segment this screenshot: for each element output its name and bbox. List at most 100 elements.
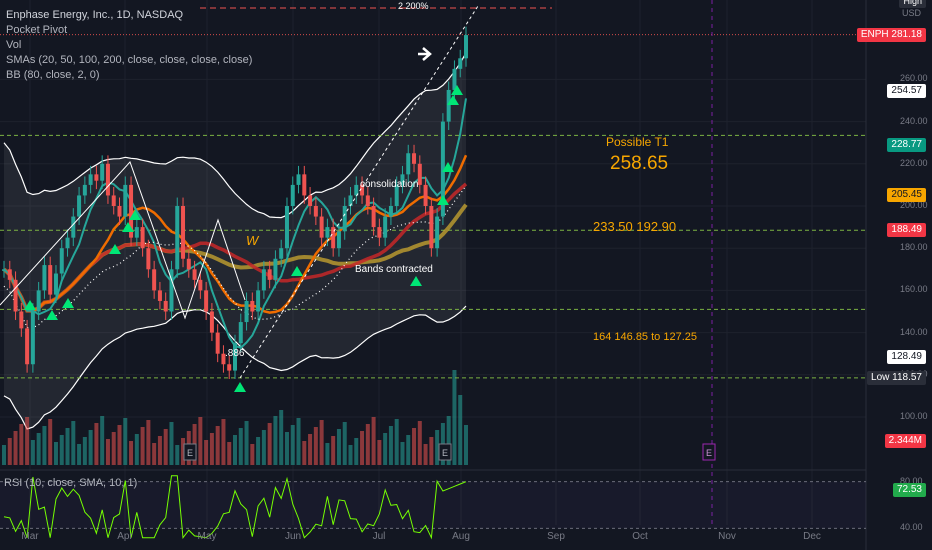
candle-body <box>169 269 174 312</box>
volume-bar <box>256 437 261 465</box>
volume-bar <box>105 439 110 465</box>
time-tick-label: Mar <box>21 531 39 542</box>
high-badge: High <box>899 0 926 8</box>
volume-bar <box>417 421 422 465</box>
rsi-tick-label: 40.00 <box>900 522 923 533</box>
earnings-badge-letter: E <box>187 448 193 458</box>
volume-bar <box>227 442 232 465</box>
rsi-tick-label: 80.00 <box>900 475 923 486</box>
candle-body <box>163 300 168 312</box>
candle-body <box>88 174 93 185</box>
volume-bar <box>348 445 353 465</box>
candle-body <box>319 216 324 238</box>
candle-body <box>111 195 116 206</box>
candle-body <box>146 248 151 270</box>
volume-bar <box>273 416 278 465</box>
trend-line <box>239 5 479 379</box>
pocket-pivot-marker <box>291 266 303 276</box>
candle-body <box>412 153 417 164</box>
candle-body <box>129 184 134 238</box>
volume-bar <box>331 436 336 465</box>
volume-bar <box>365 424 370 465</box>
volume-bar <box>88 430 93 465</box>
volume-bar <box>354 438 359 465</box>
candle-body <box>400 174 405 185</box>
pocket-pivot-marker <box>62 298 74 308</box>
price-axis-badge: 128.49 <box>887 349 926 364</box>
pocket-pivot-marker <box>129 210 141 220</box>
earnings-badge <box>438 443 452 461</box>
volume-bar <box>313 427 318 465</box>
bands-contracted-label: Bands contracted <box>355 264 433 275</box>
volume-bar <box>400 442 405 465</box>
w-pattern-line <box>0 161 246 320</box>
pocket-pivot-marker <box>24 300 36 310</box>
candle-body <box>77 195 82 217</box>
volume-bar <box>100 416 105 465</box>
candle-body <box>365 195 370 206</box>
candle-body <box>36 290 41 312</box>
earnings-badge-letter: E <box>442 448 448 458</box>
candle-body <box>302 174 307 196</box>
time-tick-label: Nov <box>718 531 736 542</box>
volume-bar <box>117 425 122 465</box>
candle-body <box>308 195 313 206</box>
volume-bar <box>13 431 18 465</box>
volume-bar <box>250 444 255 465</box>
candle-body <box>377 227 382 238</box>
pocket-pivot-marker <box>410 276 422 286</box>
pocket-pivot-marker <box>437 195 449 205</box>
candle-body <box>429 206 434 249</box>
candle-body <box>192 269 197 280</box>
price-tick-label: 200.00 <box>900 200 928 210</box>
earnings-badge <box>702 443 716 461</box>
percent-label: 2 200% <box>398 1 429 11</box>
volume-bar <box>53 442 58 465</box>
volume-bar <box>435 430 440 465</box>
pocket-pivot-marker <box>122 222 134 232</box>
target-value: 258.65 <box>610 153 669 174</box>
volume-bar <box>198 417 203 465</box>
legend-smas: SMAs (20, 50, 100, 200, close, close, cl… <box>6 54 253 66</box>
volume-bar <box>406 435 411 465</box>
time-tick-label: Aug <box>452 531 470 542</box>
pocket-pivot-marker <box>109 244 121 254</box>
fib-label: .886 <box>225 348 245 359</box>
volume-bar <box>342 422 347 465</box>
candle-body <box>152 269 157 291</box>
rsi-legend: RSI (10, close, SMA, 10, 1) <box>4 477 138 489</box>
volume-bar <box>82 437 87 465</box>
price-tick-label: 260.00 <box>900 73 928 84</box>
candle-body <box>209 311 214 333</box>
price-axis-badge: 2.344M <box>884 434 926 448</box>
candle-body <box>175 206 180 270</box>
candle-body <box>360 184 365 196</box>
candle-body <box>42 265 47 291</box>
volume-bar <box>59 435 64 465</box>
price-tick-label: 240.00 <box>900 115 928 126</box>
volume-bar <box>325 443 330 465</box>
candle-body <box>157 290 162 301</box>
candle-body <box>13 279 18 312</box>
volume-bar <box>215 426 220 465</box>
volume-bar <box>181 438 186 465</box>
price-axis-badge: 254.57 <box>887 83 926 98</box>
volume-bar <box>302 441 307 465</box>
candle-body <box>388 206 393 217</box>
volume-bar <box>221 419 226 465</box>
candle-body <box>354 184 359 196</box>
candle-body <box>238 322 243 344</box>
volume-bar <box>383 433 388 465</box>
candle-body <box>2 269 6 271</box>
candle-body <box>181 206 186 259</box>
candle-body <box>256 290 261 312</box>
volume-bar <box>244 421 249 465</box>
candle-body <box>279 248 284 259</box>
candle-body <box>198 279 203 291</box>
candle-body <box>342 206 347 232</box>
time-tick-label: Sep <box>547 531 565 542</box>
pocket-pivot-marker <box>46 310 58 320</box>
candle-body <box>30 311 35 365</box>
pocket-pivot-marker <box>451 85 463 95</box>
